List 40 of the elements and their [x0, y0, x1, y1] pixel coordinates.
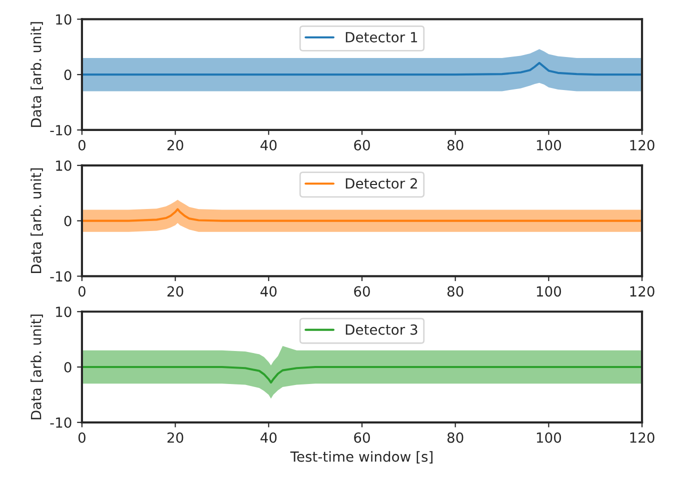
x-tick-label: 0 [78, 432, 86, 443]
x-tick-label: 60 [354, 286, 370, 297]
y-tick-label: 0 [64, 216, 72, 226]
legend-label: Detector 1 [346, 32, 418, 42]
x-tick-label: 0 [78, 286, 86, 297]
y-axis-title: Data [arb. unit] [30, 22, 43, 127]
y-tick-label: 0 [64, 362, 72, 372]
line-series [82, 208, 642, 222]
y-axis-title: Data [arb. unit] [30, 168, 43, 274]
x-tick-label: 20 [167, 432, 184, 443]
line-series [82, 366, 642, 384]
y-tick-label: -10 [50, 124, 72, 136]
x-tick-label: 80 [447, 140, 464, 150]
x-tick-label: 120 [630, 140, 654, 150]
x-tick-label: 80 [447, 432, 464, 443]
legend-label: Detector 3 [346, 324, 418, 335]
x-tick-label: 60 [354, 432, 370, 443]
x-tick-label: 20 [167, 286, 184, 297]
x-tick-label: 100 [536, 286, 562, 297]
y-tick-label: 10 [56, 160, 72, 171]
x-tick-label: 60 [354, 140, 370, 150]
x-tick-label: 0 [78, 140, 86, 150]
y-axis-title: Data [arb. unit] [30, 314, 43, 420]
x-tick-label: 20 [167, 140, 184, 150]
x-tick-label: 40 [260, 432, 277, 443]
y-tick-label: 10 [56, 14, 72, 25]
y-tick-label: -10 [50, 271, 72, 282]
y-tick-label: 0 [64, 70, 72, 80]
y-tick-label: -10 [50, 417, 72, 428]
x-tick-label: 100 [536, 140, 562, 150]
y-tick-label: 10 [56, 306, 72, 318]
x-tick-label: 40 [260, 140, 277, 150]
x-tick-label: 100 [536, 432, 562, 443]
x-tick-label: 80 [447, 286, 464, 297]
x-axis-title: Test-time window [s] [290, 451, 432, 464]
x-tick-label: 40 [260, 286, 277, 297]
legend-label: Detector 2 [346, 178, 417, 189]
x-tick-label: 120 [630, 286, 654, 297]
line-series [82, 62, 642, 76]
x-tick-label: 120 [630, 432, 654, 443]
